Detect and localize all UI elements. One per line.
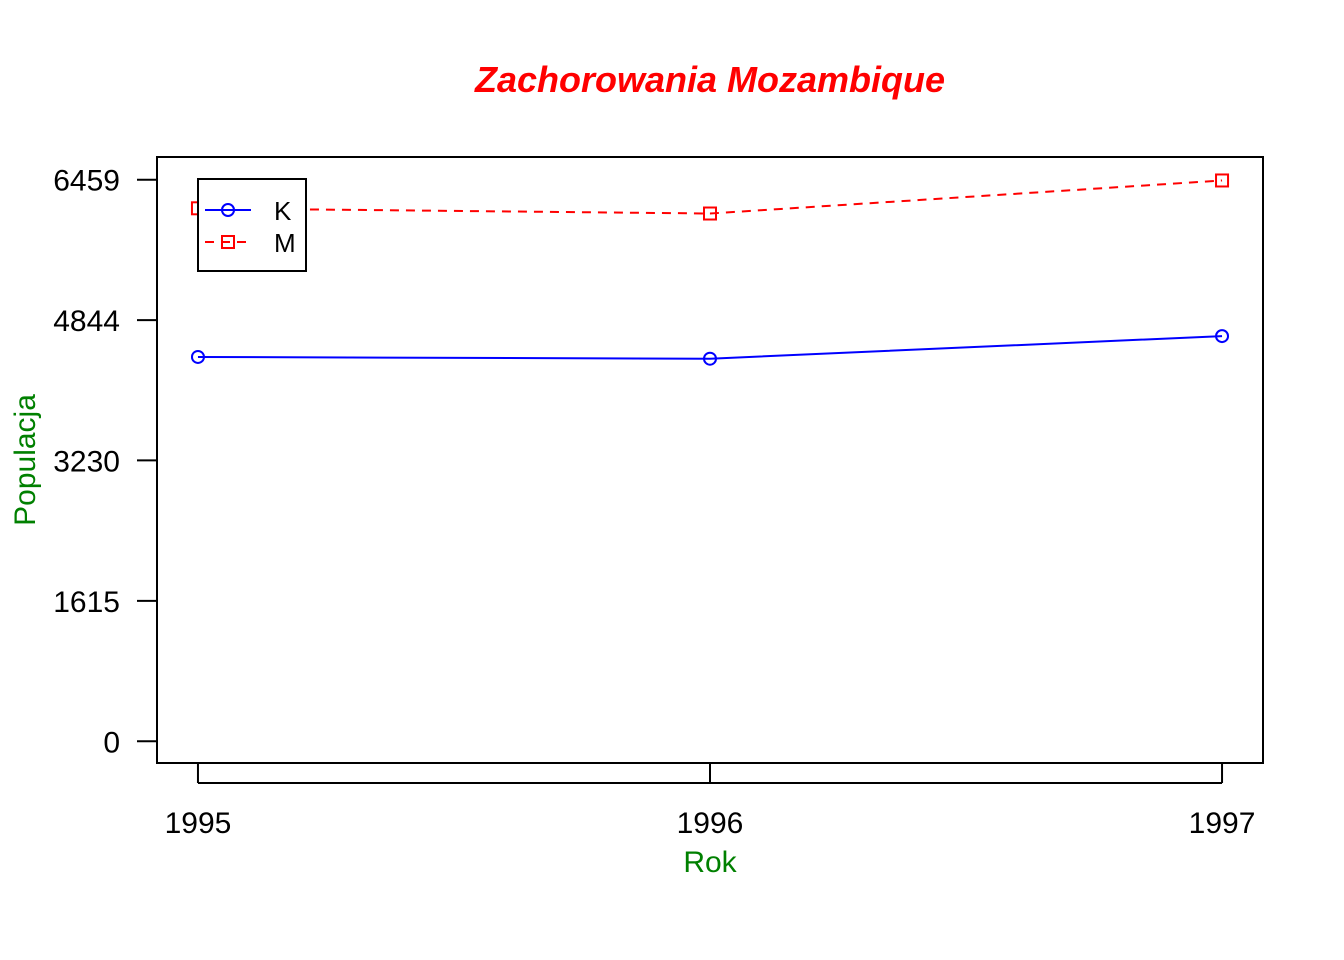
y-tick-label: 1615 [53, 586, 120, 619]
x-tick-label: 1995 [165, 807, 232, 840]
legend-marker-m [221, 235, 235, 249]
data-point-k [190, 349, 205, 364]
data-point-m [703, 206, 717, 221]
legend: KM [197, 178, 307, 272]
series-layer [190, 173, 1230, 366]
y-tick-label: 3230 [53, 445, 120, 478]
legend-label-k: K [274, 196, 292, 226]
series-m [190, 173, 1230, 221]
legend-marker-k [221, 203, 235, 217]
y-axis-label: Populacja [9, 394, 42, 526]
x-axis: 1995 1996 1997 [165, 764, 1256, 840]
chart-title: Zachorowania Mozambique [474, 59, 945, 100]
y-tick-label: 0 [103, 726, 120, 759]
y-tick-label: 4844 [53, 305, 120, 338]
data-point-m [1215, 173, 1230, 188]
data-point-k [1215, 329, 1230, 344]
plot-frame [156, 156, 1264, 764]
x-tick-label: 1996 [677, 807, 744, 840]
series-line-k [197, 335, 1223, 360]
legend-label-m: M [274, 228, 296, 258]
x-tick-label: 1997 [1189, 807, 1256, 840]
data-point-k [703, 351, 717, 366]
series-line-m [197, 179, 1223, 215]
series-k [190, 329, 1230, 366]
y-tick-label: 6459 [53, 165, 120, 198]
x-axis-label: Rok [683, 846, 737, 879]
y-axis: 0 1615 3230 4844 6459 [53, 165, 158, 759]
legend-box [197, 178, 307, 272]
